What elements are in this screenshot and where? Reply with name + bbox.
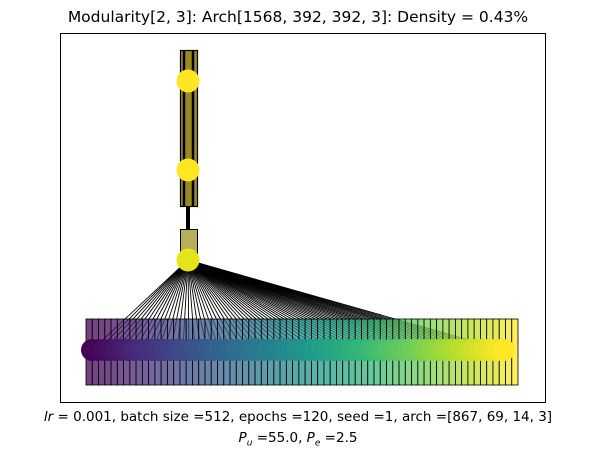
pe-value: =2.5 (320, 430, 358, 446)
chart-title: Modularity[2, 3]: Arch[1568, 392, 392, 3… (67, 8, 529, 26)
pu-value: =55.0, (252, 430, 307, 446)
hidden-node (176, 248, 200, 272)
blocks-group (85, 49, 519, 386)
lr-label: lr (43, 409, 54, 425)
output-node (176, 158, 200, 182)
pe-subscript: e (314, 438, 321, 449)
output-node (176, 69, 200, 93)
nodes-group (81, 69, 515, 361)
plot-area (60, 33, 546, 403)
caption-probabilities: Pu =55.0, Pe =2.5 (238, 430, 358, 449)
input-node (493, 339, 515, 361)
caption-params: lr = 0.001, batch size =512, epochs =120… (0, 409, 596, 425)
params-text: = 0.001, batch size =512, epochs =120, s… (53, 409, 553, 425)
edges-group (91, 81, 505, 351)
pu-subscript: u (246, 438, 253, 449)
